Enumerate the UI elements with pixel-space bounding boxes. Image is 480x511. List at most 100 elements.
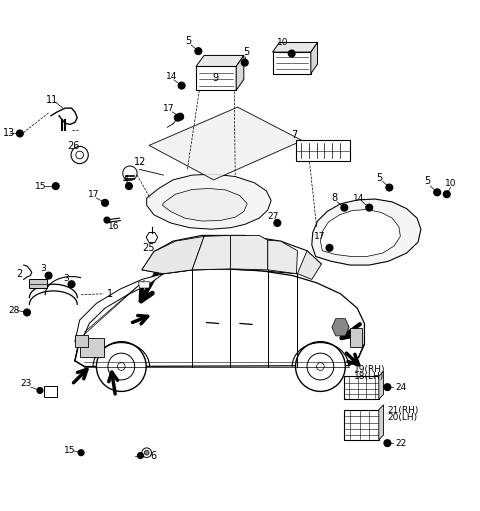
Polygon shape [142, 237, 204, 274]
Circle shape [76, 151, 84, 159]
Polygon shape [379, 371, 384, 399]
Polygon shape [162, 189, 247, 221]
Text: 7: 7 [291, 130, 298, 140]
Bar [29, 280, 47, 288]
Circle shape [317, 363, 324, 370]
Circle shape [71, 146, 88, 164]
Circle shape [50, 389, 56, 395]
Text: 14: 14 [353, 194, 365, 202]
Circle shape [384, 384, 391, 390]
Polygon shape [196, 66, 236, 90]
Circle shape [366, 204, 372, 211]
Circle shape [307, 353, 334, 380]
Circle shape [102, 199, 108, 206]
Polygon shape [192, 236, 230, 270]
Circle shape [118, 363, 125, 370]
Circle shape [24, 309, 30, 316]
Circle shape [241, 59, 248, 66]
Circle shape [444, 191, 450, 198]
Text: 5: 5 [424, 176, 430, 187]
Polygon shape [273, 42, 318, 52]
Text: 22: 22 [395, 438, 406, 448]
Circle shape [195, 48, 202, 55]
Text: 3: 3 [40, 264, 46, 273]
Text: 26: 26 [68, 142, 80, 151]
Text: 17: 17 [88, 190, 99, 199]
Circle shape [96, 342, 146, 391]
Text: 5: 5 [243, 47, 249, 57]
Circle shape [296, 342, 345, 391]
Circle shape [326, 244, 333, 251]
Text: 19(RH): 19(RH) [354, 365, 385, 374]
Polygon shape [236, 55, 244, 90]
Circle shape [108, 353, 135, 380]
Polygon shape [379, 405, 384, 440]
Polygon shape [321, 210, 400, 257]
Polygon shape [196, 55, 244, 66]
Text: 13: 13 [3, 128, 15, 138]
Polygon shape [311, 42, 318, 74]
Circle shape [68, 281, 75, 288]
Polygon shape [149, 107, 302, 180]
Text: 10: 10 [277, 38, 289, 47]
Circle shape [52, 183, 59, 190]
Polygon shape [142, 236, 322, 274]
Polygon shape [146, 233, 157, 243]
Text: 1: 1 [107, 289, 113, 299]
Circle shape [274, 220, 281, 226]
Circle shape [341, 204, 348, 211]
Polygon shape [44, 386, 57, 397]
Circle shape [142, 448, 152, 457]
Text: 24: 24 [395, 383, 406, 391]
Circle shape [16, 130, 23, 137]
Polygon shape [230, 236, 268, 270]
Text: 4: 4 [123, 175, 129, 185]
Bar [350, 328, 362, 347]
Text: 15: 15 [64, 446, 75, 455]
Circle shape [45, 272, 52, 279]
Polygon shape [312, 199, 421, 265]
Text: 18(LH): 18(LH) [354, 371, 384, 381]
Text: 5: 5 [376, 173, 382, 183]
Circle shape [177, 113, 183, 120]
Text: 20(LH): 20(LH) [387, 413, 418, 422]
Text: 28: 28 [8, 306, 19, 315]
Circle shape [178, 82, 185, 89]
Circle shape [386, 184, 393, 191]
Text: 12: 12 [134, 157, 146, 167]
Circle shape [123, 166, 137, 180]
Text: 11: 11 [46, 95, 59, 105]
Text: 6: 6 [150, 451, 156, 460]
Text: 23: 23 [21, 379, 32, 388]
Text: 9: 9 [212, 74, 218, 83]
Bar [80, 338, 104, 357]
Circle shape [138, 453, 144, 458]
Text: 10: 10 [445, 179, 456, 188]
Polygon shape [75, 274, 163, 342]
Text: 16: 16 [108, 222, 120, 231]
Text: 27: 27 [268, 212, 279, 221]
Polygon shape [147, 174, 271, 229]
Text: 5: 5 [185, 36, 191, 46]
Polygon shape [344, 410, 379, 440]
Polygon shape [332, 319, 349, 336]
Text: 25: 25 [142, 243, 155, 253]
Circle shape [104, 217, 110, 223]
Circle shape [126, 183, 132, 190]
Circle shape [78, 450, 84, 456]
Circle shape [45, 389, 50, 395]
Text: 14: 14 [166, 73, 177, 81]
Circle shape [288, 50, 295, 57]
Text: 15: 15 [35, 181, 47, 191]
Polygon shape [75, 269, 364, 366]
Text: 8: 8 [331, 193, 337, 203]
Text: 21(RH): 21(RH) [387, 406, 419, 415]
Circle shape [174, 114, 181, 121]
Polygon shape [273, 52, 311, 74]
Text: 2: 2 [16, 269, 22, 278]
Text: 17: 17 [163, 104, 175, 112]
Circle shape [144, 450, 149, 455]
Bar [75, 335, 88, 347]
Polygon shape [298, 251, 322, 280]
Polygon shape [268, 240, 298, 274]
